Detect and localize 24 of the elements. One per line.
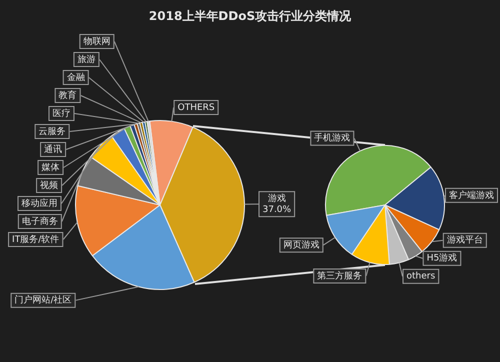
- slice-label: 旅游: [77, 54, 96, 65]
- slice-label: 游戏: [268, 192, 286, 204]
- slice-label: 医疗: [52, 108, 70, 119]
- slice-label: 手机游戏: [314, 132, 350, 144]
- data-label: 37.0%: [262, 204, 292, 215]
- slice-label: 电子商务: [22, 216, 58, 227]
- slice-label: 门户网站/社区: [14, 294, 72, 306]
- slice-label: 移动应用: [22, 198, 58, 209]
- slice-label: others: [406, 272, 436, 282]
- slice-label: H5游戏: [426, 252, 458, 264]
- slice-label: 云服务: [38, 126, 66, 137]
- slice-label: 媒体: [42, 162, 60, 173]
- slice-label: IT服务/软件: [12, 234, 60, 245]
- slice-label: 金融: [66, 72, 85, 83]
- slice-label: 客户端游戏: [449, 190, 494, 201]
- slice-label: 视频: [40, 180, 58, 191]
- chart-title: 2018上半年DDoS攻击行业分类情况: [148, 8, 352, 25]
- slice-label: 通讯: [44, 144, 62, 155]
- slice-label: 网页游戏: [283, 239, 320, 250]
- slice-label: 教育: [58, 90, 77, 101]
- slice-label: 物联网: [83, 36, 110, 47]
- slice-label: OTHERS: [178, 102, 215, 113]
- slice-label: 第三方服务: [317, 270, 362, 282]
- slice-label: 游戏平台: [446, 234, 483, 246]
